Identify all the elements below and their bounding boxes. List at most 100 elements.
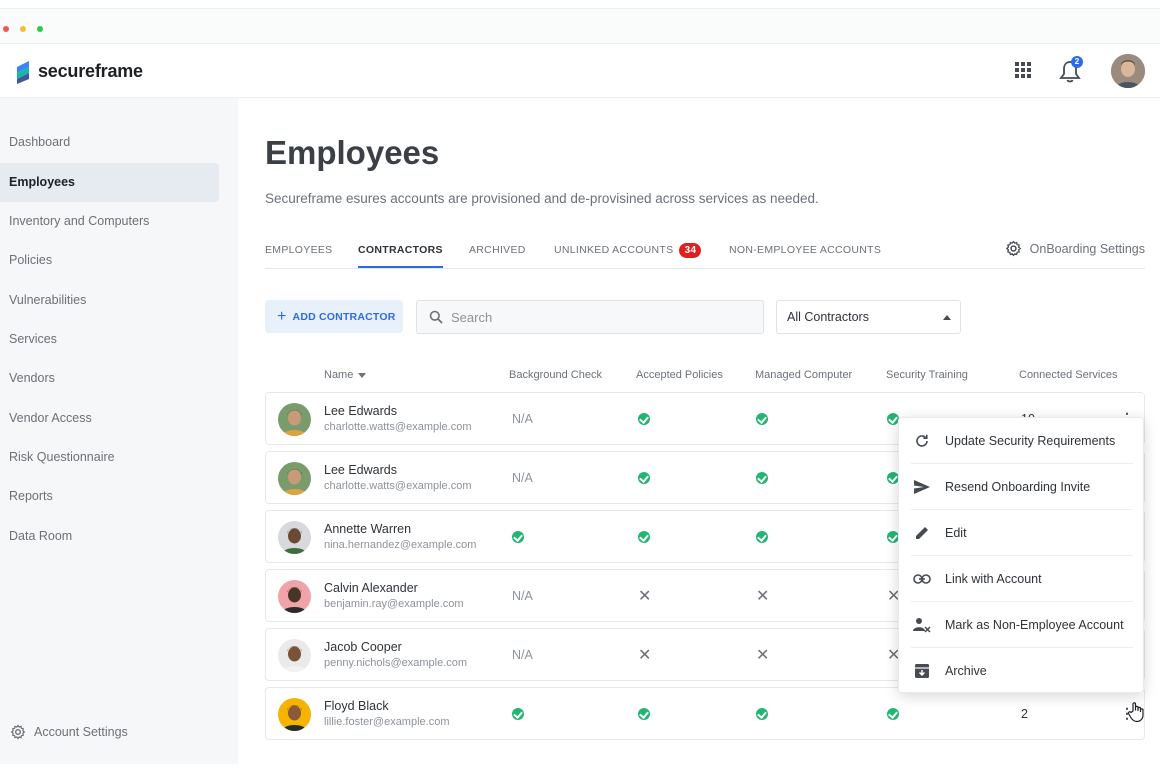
sidebar-item-reports[interactable]: Reports — [9, 489, 53, 503]
cell-computer — [756, 688, 768, 739]
window-close-dot[interactable] — [3, 26, 9, 32]
cell-background: N/A — [512, 393, 533, 444]
row-context-menu: Update Security Requirements Resend Onbo… — [898, 417, 1144, 693]
tab-bar: EMPLOYEES CONTRACTORS ARCHIVED UNLINKED … — [265, 236, 1145, 269]
avatar — [278, 462, 311, 495]
menu-item-mark-non-employee[interactable]: Mark as Non-Employee Account — [911, 602, 1133, 648]
cell-training — [887, 393, 899, 444]
sidebar: Dashboard Employees Inventory and Comput… — [0, 98, 238, 764]
check-circle-icon — [887, 412, 899, 425]
cell-background — [512, 511, 524, 562]
onboarding-settings-link[interactable]: OnBoarding Settings — [1005, 240, 1145, 257]
brand-name: secureframe — [38, 60, 143, 81]
sidebar-item-risk-questionnaire[interactable]: Risk Questionnaire — [9, 450, 115, 464]
notification-badge: 2 — [1071, 56, 1083, 68]
cell-policies: ✕ — [638, 570, 651, 621]
tab-unlinked-accounts[interactable]: UNLINKED ACCOUNTS 34 — [554, 236, 702, 269]
apps-grid-icon[interactable] — [1015, 62, 1031, 78]
sidebar-item-vendor-access[interactable]: Vendor Access — [9, 411, 92, 425]
cell-computer — [756, 393, 768, 444]
search-icon — [429, 310, 443, 324]
account-settings-link[interactable]: Account Settings — [10, 724, 128, 740]
cell-value: 2 — [1021, 706, 1028, 721]
cell-background: N/A — [512, 629, 533, 680]
sidebar-item-policies[interactable]: Policies — [9, 253, 53, 267]
tab-contractors[interactable]: CONTRACTORS — [358, 236, 443, 268]
column-header-security-training: Security Training — [886, 369, 968, 381]
check-circle-icon — [756, 530, 768, 543]
cell-computer: ✕ — [756, 570, 769, 621]
sidebar-item-services[interactable]: Services — [9, 332, 57, 346]
add-contractor-button[interactable]: + ADD CONTRACTOR — [265, 300, 403, 333]
page-title: Employees — [265, 134, 440, 171]
window-maximize-dot[interactable] — [37, 26, 43, 32]
user-avatar[interactable] — [1111, 54, 1145, 88]
search-box[interactable] — [416, 300, 764, 334]
check-circle-icon — [512, 707, 524, 720]
menu-item-update-security-requirements[interactable]: Update Security Requirements — [911, 418, 1133, 464]
cell-computer: ✕ — [756, 629, 769, 680]
sidebar-item-vulnerabilities[interactable]: Vulnerabilities — [9, 293, 87, 307]
cell-policies — [638, 393, 650, 444]
cell-policies: ✕ — [638, 629, 651, 680]
menu-item-edit[interactable]: Edit — [911, 510, 1133, 556]
tab-employees[interactable]: EMPLOYEES — [265, 244, 333, 256]
menu-item-resend-onboarding-invite[interactable]: Resend Onboarding Invite — [911, 464, 1133, 510]
check-circle-icon — [638, 530, 650, 543]
tab-non-employee-accounts[interactable]: NON-EMPLOYEE ACCOUNTS — [729, 244, 882, 256]
table-row[interactable]: Floyd Black lillie.foster@example.com 2 ⋮ — [265, 687, 1145, 740]
menu-item-label: Update Security Requirements — [945, 433, 1116, 448]
cell-policies — [638, 688, 650, 739]
column-header-accepted-policies: Accepted Policies — [636, 369, 723, 381]
sidebar-item-dashboard[interactable]: Dashboard — [9, 135, 71, 149]
tab-archived[interactable]: ARCHIVED — [469, 244, 526, 256]
tab-unlinked-accounts-label: UNLINKED ACCOUNTS — [554, 244, 674, 256]
avatar — [278, 521, 311, 554]
secureframe-logo-icon — [17, 61, 29, 84]
sidebar-item-inventory[interactable]: Inventory and Computers — [9, 214, 150, 228]
menu-item-link-with-account[interactable]: Link with Account — [911, 556, 1133, 602]
plus-icon: + — [277, 307, 287, 325]
cell-training: ✕ — [887, 629, 900, 680]
column-header-name[interactable]: Name — [324, 369, 367, 381]
sidebar-item-employees[interactable]: Employees — [0, 163, 219, 202]
table-row[interactable]: Lee Edwards charlotte.watts@example.com N/… — [265, 392, 1145, 445]
check-circle-icon — [638, 471, 650, 484]
avatar — [278, 639, 311, 672]
contractor-name: Floyd Black — [324, 699, 389, 713]
brand-logo[interactable]: secureframe — [14, 58, 143, 84]
cell-training — [887, 688, 899, 739]
menu-item-label: Mark as Non-Employee Account — [945, 617, 1124, 632]
window-minimize-dot[interactable] — [20, 26, 26, 32]
contractor-filter-select[interactable]: All Contractors — [776, 300, 961, 334]
notifications-button[interactable]: 2 — [1058, 56, 1084, 84]
window-titlebar — [0, 8, 1160, 44]
column-header-name-label: Name — [324, 369, 354, 381]
top-bar: secureframe — [0, 44, 1160, 98]
cell-services: 2 — [1021, 688, 1028, 739]
contractor-email: charlotte.watts@example.com — [324, 480, 472, 492]
refresh-icon — [911, 433, 933, 449]
check-circle-icon — [756, 471, 768, 484]
menu-item-archive[interactable]: Archive — [911, 648, 1133, 694]
sidebar-item-data-room[interactable]: Data Room — [9, 529, 73, 543]
sidebar-item-vendors[interactable]: Vendors — [9, 371, 55, 385]
send-icon — [911, 479, 933, 495]
contractor-email: lillie.foster@example.com — [324, 716, 450, 728]
contractor-name: Annette Warren — [324, 522, 412, 536]
cell-value: N/A — [512, 647, 533, 662]
check-circle-icon — [638, 412, 650, 425]
cell-value: N/A — [512, 588, 533, 603]
avatar — [278, 698, 311, 731]
contractor-name: Jacob Cooper — [324, 640, 402, 654]
link-icon — [911, 573, 933, 585]
menu-item-label: Resend Onboarding Invite — [945, 479, 1091, 494]
cell-background: N/A — [512, 452, 533, 503]
avatar — [278, 580, 311, 613]
menu-item-label: Edit — [945, 525, 967, 540]
search-input[interactable] — [451, 309, 751, 325]
cell-training — [887, 452, 899, 503]
cell-value: N/A — [512, 470, 533, 485]
cell-value: N/A — [512, 411, 533, 426]
user-photo — [1111, 54, 1145, 88]
